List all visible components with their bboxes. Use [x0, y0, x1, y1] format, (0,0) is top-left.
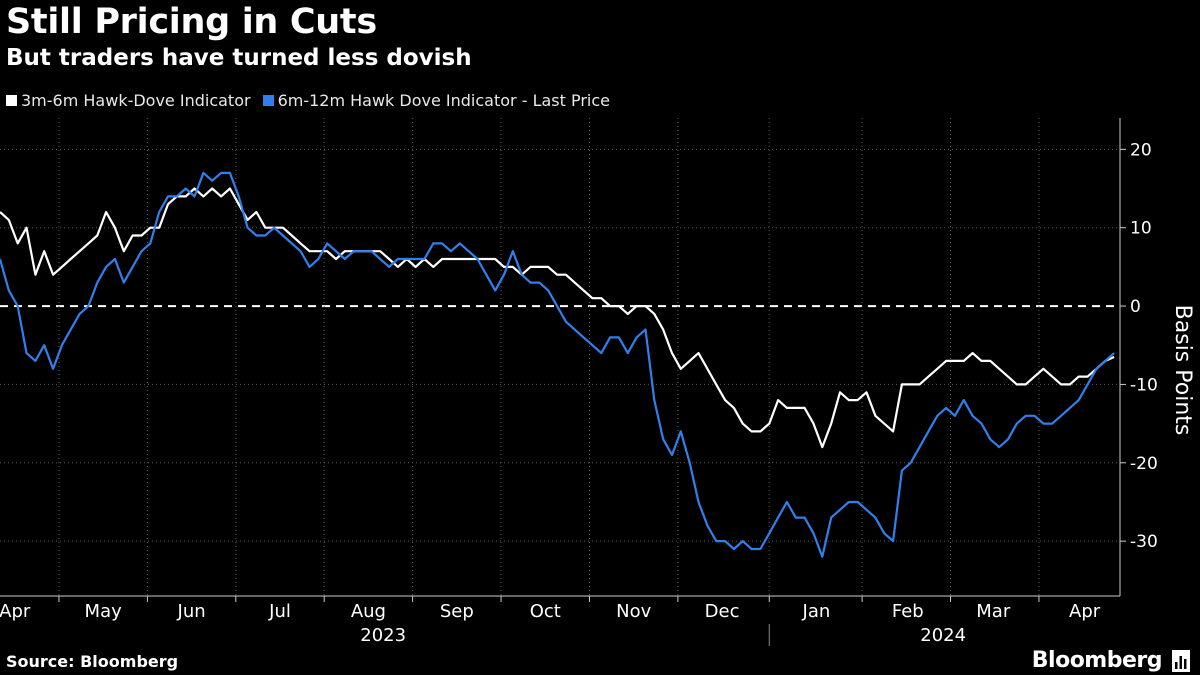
legend-label-6m-12m: 6m-12m Hawk Dove Indicator - Last Price	[277, 91, 611, 110]
chart-subtitle: But traders have turned less dovish	[6, 45, 472, 71]
y-tick-label: 20	[1130, 140, 1152, 160]
x-tick-label: Aug	[351, 601, 386, 622]
series-layer	[0, 171, 1115, 558]
y-tick-label: -10	[1130, 375, 1158, 395]
year-label: 2024	[920, 625, 966, 646]
x-tick-label: Dec	[705, 601, 740, 622]
y-axis-label: Basis Points	[1170, 305, 1195, 436]
legend-entry-6m-12m: 6m-12m Hawk Dove Indicator - Last Price	[262, 91, 611, 110]
x-tick-label: Apr	[0, 601, 31, 622]
series-line-3m-6m	[0, 187, 1115, 449]
legend: 3m-6m Hawk-Dove Indicator 6m-12m Hawk Do…	[6, 91, 622, 110]
legend-swatch-3m-6m	[6, 95, 17, 106]
year-label: 2023	[360, 625, 406, 646]
y-tick-label: 10	[1130, 219, 1152, 239]
legend-swatch-6m-12m	[262, 95, 274, 106]
series-line-6m-12m	[0, 171, 1115, 558]
x-tick-label: Sep	[440, 601, 474, 622]
x-tick-label: Feb	[892, 601, 924, 622]
x-tick-label: Mar	[976, 601, 1011, 622]
x-tick-label: May	[85, 601, 123, 622]
x-tick-label: Jul	[268, 601, 291, 622]
legend-label-3m-6m: 3m-6m Hawk-Dove Indicator	[21, 91, 251, 110]
grid-layer	[0, 118, 1120, 596]
brand-logo: Bloomberg	[1032, 648, 1190, 673]
x-tick-label: Oct	[530, 601, 561, 622]
legend-entry-3m-6m: 3m-6m Hawk-Dove Indicator	[6, 91, 251, 110]
x-tick-label: Jun	[177, 601, 206, 622]
axis-layer: 20 10 0 -10 -20 -30 Apr May Jun Jul Aug Sep Oct Nov De…	[0, 118, 1158, 646]
x-tick-label: Apr	[1069, 601, 1101, 622]
y-tick-label: 0	[1130, 297, 1141, 317]
chart-title: Still Pricing in Cuts	[6, 2, 377, 42]
source-note: Source: Bloomberg	[6, 652, 179, 671]
x-tick-label: Jan	[802, 601, 831, 622]
x-tick-label: Nov	[616, 601, 651, 622]
y-tick-label: -20	[1130, 454, 1158, 474]
bloomberg-mark-icon	[1172, 649, 1190, 672]
y-tick-label: -30	[1130, 532, 1158, 552]
brand-name: Bloomberg	[1031, 648, 1163, 673]
